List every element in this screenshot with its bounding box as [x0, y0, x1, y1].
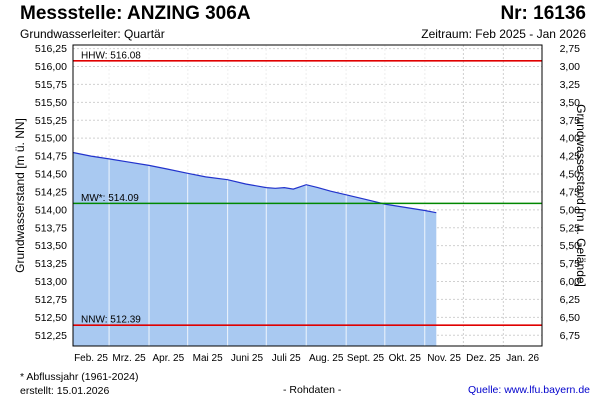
y-tick-label-right: 4,25 — [560, 151, 581, 163]
x-tick-label: Apr. 25 — [152, 353, 184, 364]
y-tick-label-left: 514,50 — [35, 169, 67, 181]
y-tick-label-left: 516,00 — [35, 61, 67, 73]
y-tick-label-left: 514,75 — [35, 151, 67, 163]
y-tick-label-right: 5,00 — [560, 204, 581, 216]
y-tick-label-left: 515,25 — [35, 115, 67, 127]
y-tick-label-left: 513,25 — [35, 258, 67, 270]
y-tick-label-left: 515,50 — [35, 97, 67, 109]
y-tick-label-left: 512,75 — [35, 294, 67, 306]
reference-line-label: NNW: 512.39 — [81, 315, 141, 326]
y-tick-label-right: 3,75 — [560, 115, 581, 127]
station-number: Nr: 16136 — [500, 3, 586, 24]
y-axis-title-right: Grundwasserstand [m u. Gelände] — [574, 104, 588, 287]
y-tick-label-right: 6,00 — [560, 276, 581, 288]
y-tick-label-right: 5,75 — [560, 258, 581, 270]
y-tick-label-right: 4,00 — [560, 133, 581, 145]
source-link[interactable]: Quelle: www.lfu.bayern.de — [468, 384, 590, 396]
y-tick-label-right: 4,75 — [560, 186, 581, 198]
water-level-line — [72, 151, 437, 214]
y-tick-label-right: 4,50 — [560, 169, 581, 181]
y-tick-label-left: 514,00 — [35, 204, 67, 216]
station-title: Messstelle: ANZING 306A — [20, 3, 251, 24]
y-tick-label-right: 5,25 — [560, 222, 581, 234]
x-tick-label: Feb. 25 — [74, 353, 108, 364]
y-tick-label-right: 6,50 — [560, 312, 581, 324]
footnote: * Abflussjahr (1961-2024) — [20, 371, 139, 383]
x-tick-label: Jan. 26 — [506, 353, 539, 364]
y-tick-label-right: 3,50 — [560, 97, 581, 109]
y-axis-title-left: Grundwasserstand [m ü. NN] — [13, 118, 27, 273]
created-date: erstellt: 15.01.2026 — [20, 385, 110, 397]
y-tick-label-right: 3,25 — [560, 79, 581, 91]
y-tick-label-left: 515,75 — [35, 79, 67, 91]
y-tick-label-left: 513,75 — [35, 222, 67, 234]
raw-data-note: - Rohdaten - — [283, 384, 342, 396]
x-tick-label: Sept. 25 — [347, 353, 385, 364]
x-tick-label: Mai 25 — [193, 353, 223, 364]
x-tick-label: Mrz. 25 — [112, 353, 146, 364]
y-tick-label-left: 515,00 — [35, 133, 67, 145]
y-tick-label-left: 513,00 — [35, 276, 67, 288]
y-tick-label-left: 514,25 — [35, 186, 67, 198]
y-tick-label-right: 2,75 — [560, 43, 581, 55]
x-tick-label: Nov. 25 — [427, 353, 461, 364]
y-tick-label-left: 513,50 — [35, 240, 67, 252]
x-tick-label: Dez. 25 — [466, 353, 501, 364]
x-tick-label: Okt. 25 — [389, 353, 422, 364]
x-tick-label: Juni 25 — [231, 353, 264, 364]
aquifer-label: Grundwasserleiter: Quartär — [20, 27, 165, 41]
y-tick-label-right: 5,50 — [560, 240, 581, 252]
y-tick-label-right: 6,75 — [560, 330, 581, 342]
y-tick-label-right: 3,00 — [560, 61, 581, 73]
water-level-area — [73, 152, 437, 346]
y-tick-label-right: 6,25 — [560, 294, 581, 306]
y-tick-label-left: 516,25 — [35, 43, 67, 55]
reference-line-label: HHW: 516.08 — [81, 50, 141, 61]
plot-frame — [72, 44, 543, 347]
reference-line-label: MW*: 514.09 — [81, 193, 139, 204]
x-tick-label: Aug. 25 — [309, 353, 344, 364]
x-tick-label: Juli 25 — [272, 353, 301, 364]
period-label: Zeitraum: Feb 2025 - Jan 2026 — [421, 27, 586, 41]
y-tick-label-left: 512,25 — [35, 330, 67, 342]
y-tick-label-left: 512,50 — [35, 312, 67, 324]
